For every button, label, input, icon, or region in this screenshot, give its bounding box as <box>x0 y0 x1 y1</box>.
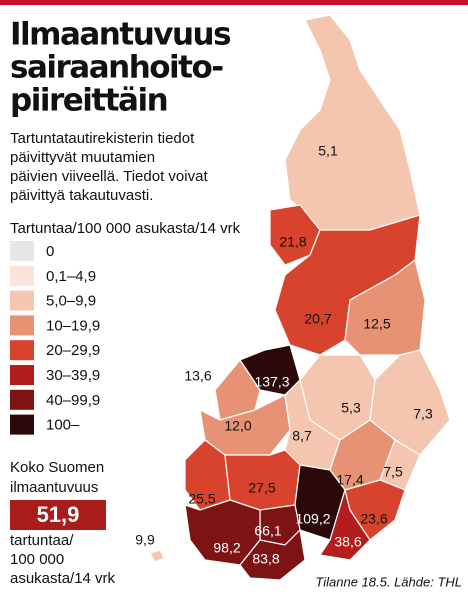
region-label: 98,2 <box>213 540 240 556</box>
region-label: 27,5 <box>248 480 275 496</box>
region <box>214 358 261 421</box>
legend-swatch <box>10 340 34 361</box>
legend-label: 100– <box>46 417 80 434</box>
region-label: 38,6 <box>334 534 361 550</box>
region-label: 8,7 <box>292 428 312 444</box>
legend-label: 10–19,9 <box>46 317 100 334</box>
summary-box <box>10 500 106 530</box>
title: piireittäin <box>10 83 167 119</box>
region-label: 109,2 <box>295 511 330 527</box>
region <box>149 549 165 563</box>
legend-swatch <box>10 365 34 385</box>
legend-swatch <box>10 315 34 336</box>
intro: päivien viiveellä. Tiedot voivat <box>10 168 208 185</box>
region-label: 137,3 <box>254 374 289 390</box>
region <box>239 528 306 581</box>
legend-label: 30–39,9 <box>46 367 100 384</box>
map: 5,1 21,8 20,7 12,5 137,3 13,6 12,0 5,3 7… <box>135 14 451 581</box>
title: Ilmaantuvuus <box>10 17 230 53</box>
legend-label: 40–99,9 <box>46 392 100 409</box>
legend-label: 0 <box>46 243 54 260</box>
region-label: 12,0 <box>224 418 251 434</box>
summary-value: 51,9 <box>37 502 80 527</box>
legend-label: 5,0–9,9 <box>46 293 96 310</box>
summary-title: ilmaantuvuus <box>10 479 98 496</box>
summary-unit: asukasta/14 vrk <box>10 570 116 587</box>
region-label: 23,6 <box>360 511 387 527</box>
title: sairaanhoito- <box>10 50 223 86</box>
intro: Tartuntatautirekisterin tiedot <box>10 130 195 147</box>
region-label: 9,9 <box>135 532 155 548</box>
region-label: 13,6 <box>184 368 211 384</box>
region-label: 7,5 <box>383 464 403 480</box>
summary-title: Koko Suomen <box>10 459 104 476</box>
region-label: 5,1 <box>318 143 338 159</box>
legend-swatch <box>10 241 34 261</box>
region-label: 83,8 <box>252 551 279 567</box>
intro: päivittyä takautuvasti. <box>10 187 153 204</box>
source: Tilanne 18.5. Lähde: THL <box>315 574 462 589</box>
region-label: 17,4 <box>336 472 363 488</box>
summary-unit: tartuntaa/ <box>10 532 74 549</box>
legend: 0 0,1–4,9 5,0–9,9 10–19,9 20–29,9 30–39,9 40–9… <box>10 241 100 435</box>
legend-swatch <box>10 290 34 311</box>
legend-label: 20–29,9 <box>46 342 100 359</box>
region-label: 5,3 <box>341 400 361 416</box>
summary-unit: 100 000 <box>10 551 64 568</box>
region-label: 12,5 <box>363 316 390 332</box>
intro: päivittyvät muutamien <box>10 149 155 166</box>
legend-swatch <box>10 265 34 286</box>
region-label: 21,8 <box>279 234 306 250</box>
region-label: 66,1 <box>254 523 281 539</box>
top-bar <box>0 0 468 5</box>
region-label: 25,5 <box>188 491 215 507</box>
legend-swatch <box>10 414 34 435</box>
region-label: 7,3 <box>413 406 433 422</box>
region-label: 20,7 <box>304 311 331 327</box>
legend-title: Tartuntaa/100 000 asukasta/14 vrk <box>10 220 241 237</box>
legend-label: 0,1–4,9 <box>46 268 96 285</box>
legend-swatch <box>10 389 34 410</box>
region <box>284 14 421 231</box>
region <box>344 479 406 541</box>
